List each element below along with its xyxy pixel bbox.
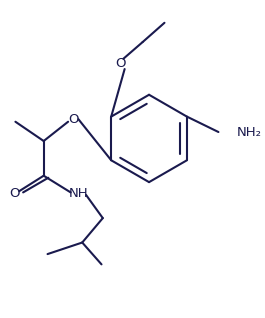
Text: O: O	[116, 58, 126, 70]
Text: NH₂: NH₂	[236, 126, 262, 139]
Text: O: O	[9, 187, 19, 200]
Text: NH: NH	[69, 187, 88, 200]
Text: O: O	[68, 113, 78, 126]
